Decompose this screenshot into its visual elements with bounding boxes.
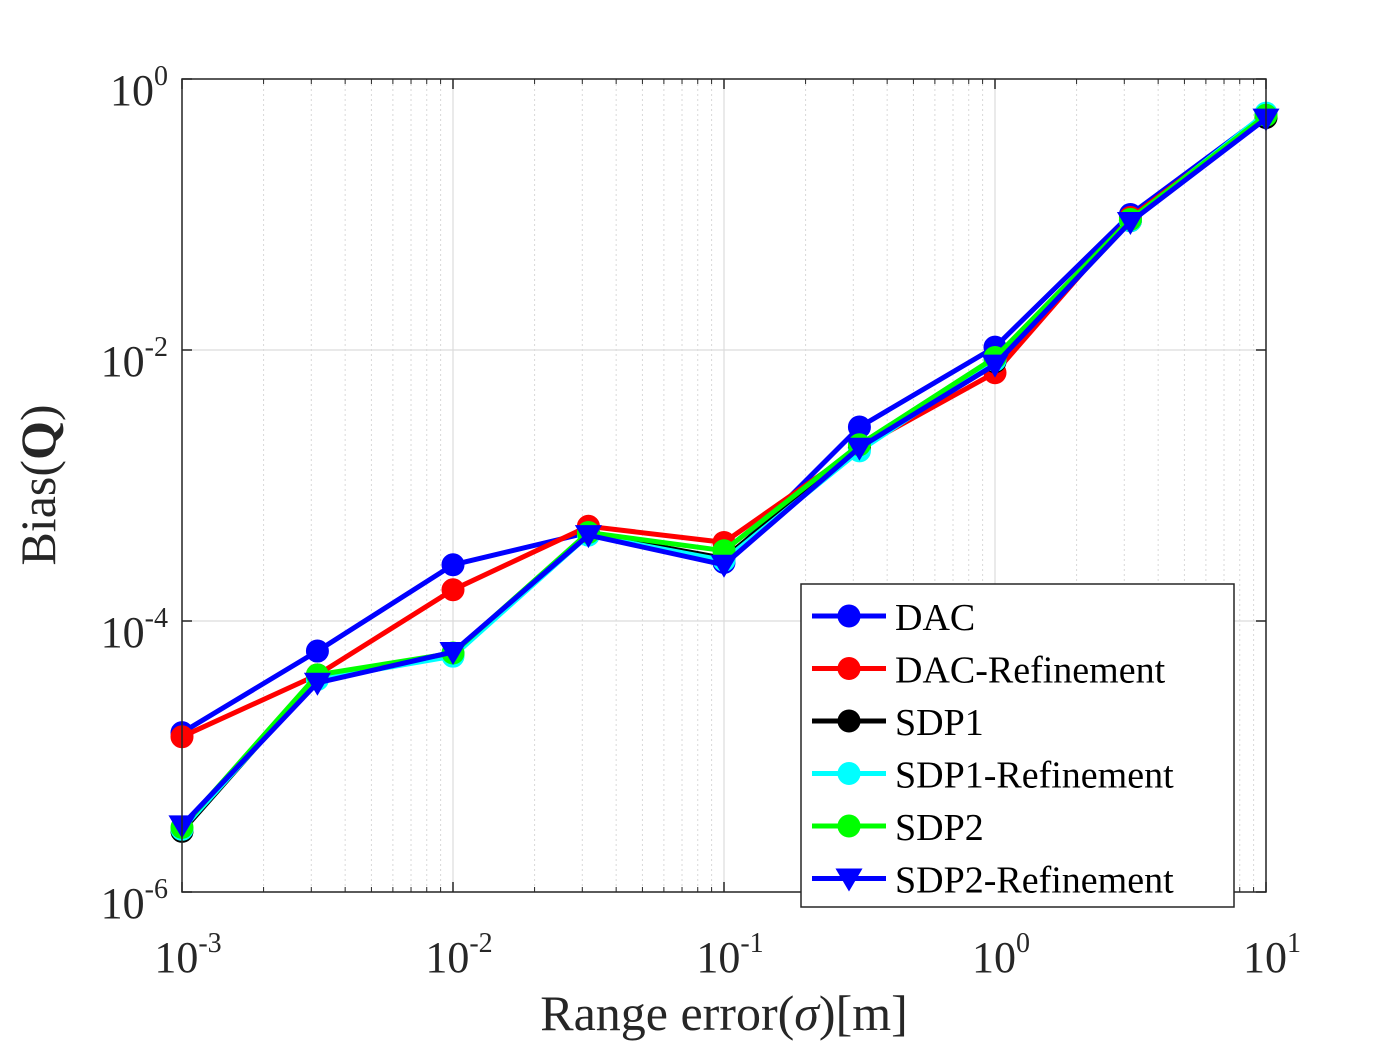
legend-marker [835, 868, 863, 892]
x-tick-label: 10-1 [696, 928, 763, 982]
data-point [441, 553, 465, 577]
data-point [574, 525, 602, 549]
legend-marker [837, 657, 861, 680]
y-tick-label: 100 [110, 61, 168, 115]
legend-label: DAC-Refinement [895, 650, 1166, 692]
y-tick-label: 10-4 [101, 603, 168, 657]
legend-label: SDP1 [895, 702, 984, 744]
y-tick-label: 10-2 [101, 332, 168, 386]
data-point [1116, 212, 1144, 236]
data-point [981, 354, 1009, 378]
legend-item[interactable]: SDP1 [812, 702, 984, 744]
legend-marker [837, 709, 861, 733]
legend-label: SDP2 [895, 807, 984, 849]
legend-label: SDP2-Refinement [895, 860, 1174, 902]
legend-marker [837, 604, 861, 628]
legend-label: SDP1-Refinement [895, 755, 1174, 797]
data-point [439, 642, 467, 666]
legend-item[interactable]: SDP2 [812, 807, 984, 849]
data-point [305, 639, 329, 663]
legend-item[interactable]: DAC-Refinement [812, 650, 1166, 692]
x-tick-label: 10-3 [154, 928, 221, 982]
legend-item[interactable]: SDP1-Refinement [812, 755, 1174, 797]
data-point [710, 554, 738, 578]
x-tick-labels: 10-3 10-2 10-1 100 101 [154, 928, 1301, 982]
data-point [441, 578, 465, 602]
x-tick-label: 101 [1243, 928, 1301, 982]
legend-marker [837, 814, 861, 838]
y-tick-label: 10-6 [101, 874, 168, 928]
data-point [845, 437, 873, 461]
legend-marker [837, 762, 861, 785]
y-axis-label: Bias(Q) [10, 404, 66, 565]
legend-label: DAC [895, 597, 975, 639]
x-axis-label: Range error(σ)[m] [540, 985, 908, 1041]
y-tick-labels: 10-6 10-4 10-2 100 [101, 61, 168, 928]
data-point [303, 672, 331, 696]
grid [181, 78, 1267, 893]
legend-box [800, 583, 1235, 908]
x-tick-label: 10-2 [425, 928, 492, 982]
legend[interactable]: DAC DAC-Refinement SDP1 SDP1-Refinement SDP2… [800, 583, 1235, 908]
legend-item[interactable]: DAC [812, 597, 975, 639]
series-group [168, 101, 1280, 843]
legend-item[interactable]: SDP2-Refinement [812, 860, 1174, 902]
x-tick-label: 100 [972, 928, 1030, 982]
